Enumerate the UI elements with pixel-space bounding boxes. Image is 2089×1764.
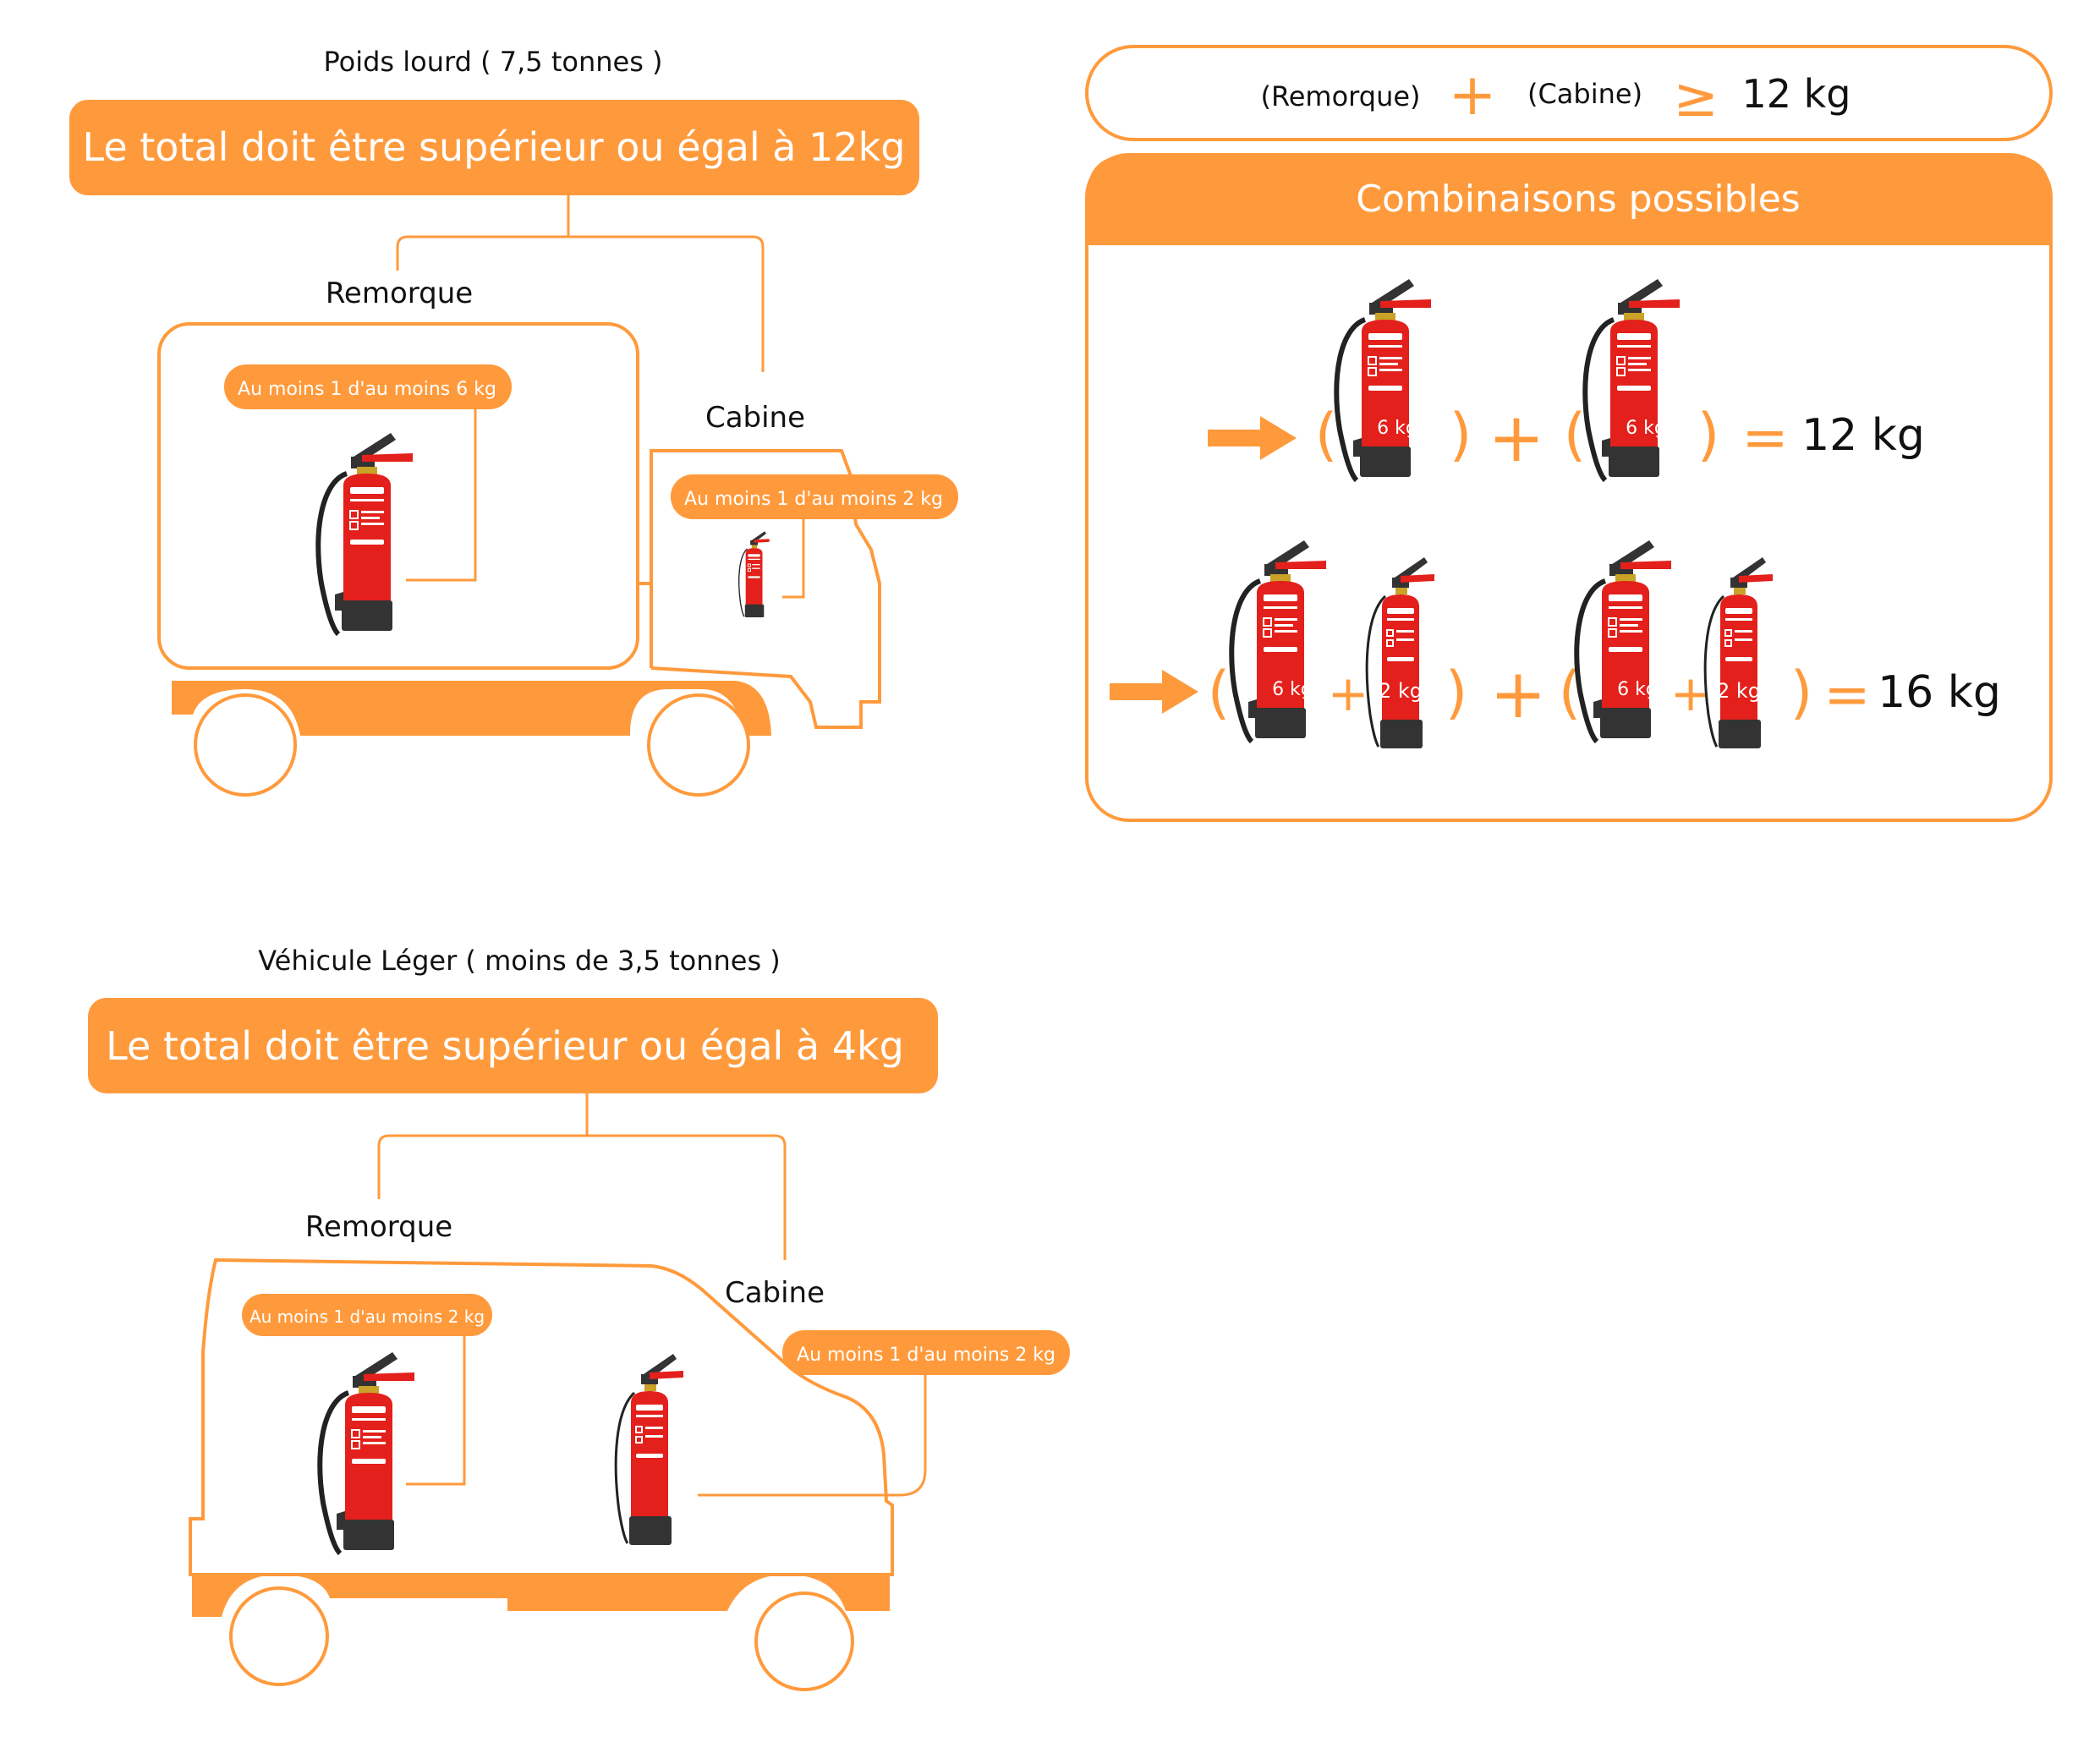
light-rear-wheel	[229, 1586, 329, 1686]
row1-total: 12 kg	[1801, 410, 1925, 461]
row2-group2-b-label: 2 kg	[1717, 679, 1761, 703]
row2-group2-a-label: 6 kg	[1617, 679, 1658, 700]
heavy-truck-outline	[157, 322, 881, 729]
heavy-front-wheel	[647, 693, 750, 797]
row1-first-label: 6 kg	[1377, 418, 1417, 439]
light-cab-tag	[782, 1330, 1070, 1375]
formula-gte: ≥	[1673, 67, 1719, 129]
heavy-cab-label: Cabine	[705, 401, 805, 435]
row2-group1-a-label: 6 kg	[1272, 679, 1313, 700]
heavy-banner	[69, 100, 919, 195]
light-cab-tag-line	[698, 1375, 927, 1497]
row2-inner-plus-1: +	[1328, 665, 1369, 722]
fire-extinguisher-icon	[318, 433, 413, 634]
heavy-cab-tag-text: Au moins 1 d'au moins 2 kg	[684, 489, 943, 510]
row1-plus: +	[1488, 398, 1544, 477]
formula-plus: +	[1449, 62, 1497, 129]
formula-left: (Remorque)	[1260, 80, 1420, 112]
light-trailer-tag	[242, 1294, 492, 1336]
light-banner	[88, 998, 938, 1093]
row1-second-label: 6 kg	[1626, 418, 1666, 439]
row2-total: 16 kg	[1878, 667, 2001, 718]
formula-result: 12 kg	[1742, 71, 1851, 117]
row2-open-paren-1: (	[1208, 660, 1231, 726]
row2-close-paren-1: )	[1445, 660, 1468, 726]
arrow-right-icon	[1110, 670, 1198, 714]
light-van-chassis	[192, 1575, 890, 1617]
row2-close-paren-2: )	[1790, 660, 1813, 726]
formula-right: (Cabine)	[1527, 78, 1642, 110]
heavy-connectors	[396, 195, 765, 372]
light-front-wheel	[754, 1591, 854, 1691]
heavy-cab-tag-line	[782, 519, 805, 599]
heavy-cab-tag	[671, 474, 958, 519]
light-cab-tag-text: Au moins 1 d'au moins 2 kg	[797, 1345, 1055, 1366]
heavy-truck-chassis	[172, 681, 771, 736]
combinations-title: Combinaisons possibles	[1356, 178, 1800, 221]
light-van-outline	[189, 1257, 894, 1576]
row2-equals: =	[1823, 662, 1870, 727]
heavy-heading: Poids lourd ( 7,5 tonnes )	[323, 46, 662, 78]
heavy-rear-wheel	[194, 693, 297, 797]
heavy-trailer-tag-line	[406, 409, 477, 582]
light-heading: Véhicule Léger ( moins de 3,5 tonnes )	[258, 945, 781, 977]
row1-open-paren-1: (	[1315, 402, 1338, 468]
heavy-trailer-tag	[224, 364, 512, 409]
light-connectors	[377, 1093, 787, 1260]
light-trailer-label: Remorque	[305, 1210, 452, 1244]
row1-equals: =	[1741, 405, 1788, 470]
combinations-panel	[1085, 153, 2053, 822]
row1-close-paren-2: )	[1697, 402, 1720, 468]
row1-open-paren-2: (	[1564, 402, 1587, 468]
row2-plus: +	[1489, 655, 1546, 733]
light-cab-label: Cabine	[725, 1276, 825, 1310]
heavy-banner-text: Le total doit être supérieur ou égal à 1…	[83, 124, 906, 170]
formula-box	[1085, 45, 2053, 141]
fire-extinguisher-icon	[738, 530, 770, 618]
row2-group1-b-label: 2 kg	[1379, 679, 1423, 703]
light-banner-text: Le total doit être supérieur ou égal à 4…	[106, 1023, 904, 1069]
heavy-trailer-label: Remorque	[326, 277, 473, 310]
fire-extinguisher-icon	[614, 1352, 685, 1547]
fire-extinguisher-icon	[320, 1352, 414, 1553]
row1-close-paren-1: )	[1450, 402, 1472, 468]
light-trailer-tag-text: Au moins 1 d'au moins 2 kg	[249, 1307, 485, 1327]
heavy-trailer-tag-text: Au moins 1 d'au moins 6 kg	[238, 379, 496, 400]
light-trailer-tag-line	[406, 1336, 466, 1486]
arrow-right-icon	[1208, 416, 1297, 460]
